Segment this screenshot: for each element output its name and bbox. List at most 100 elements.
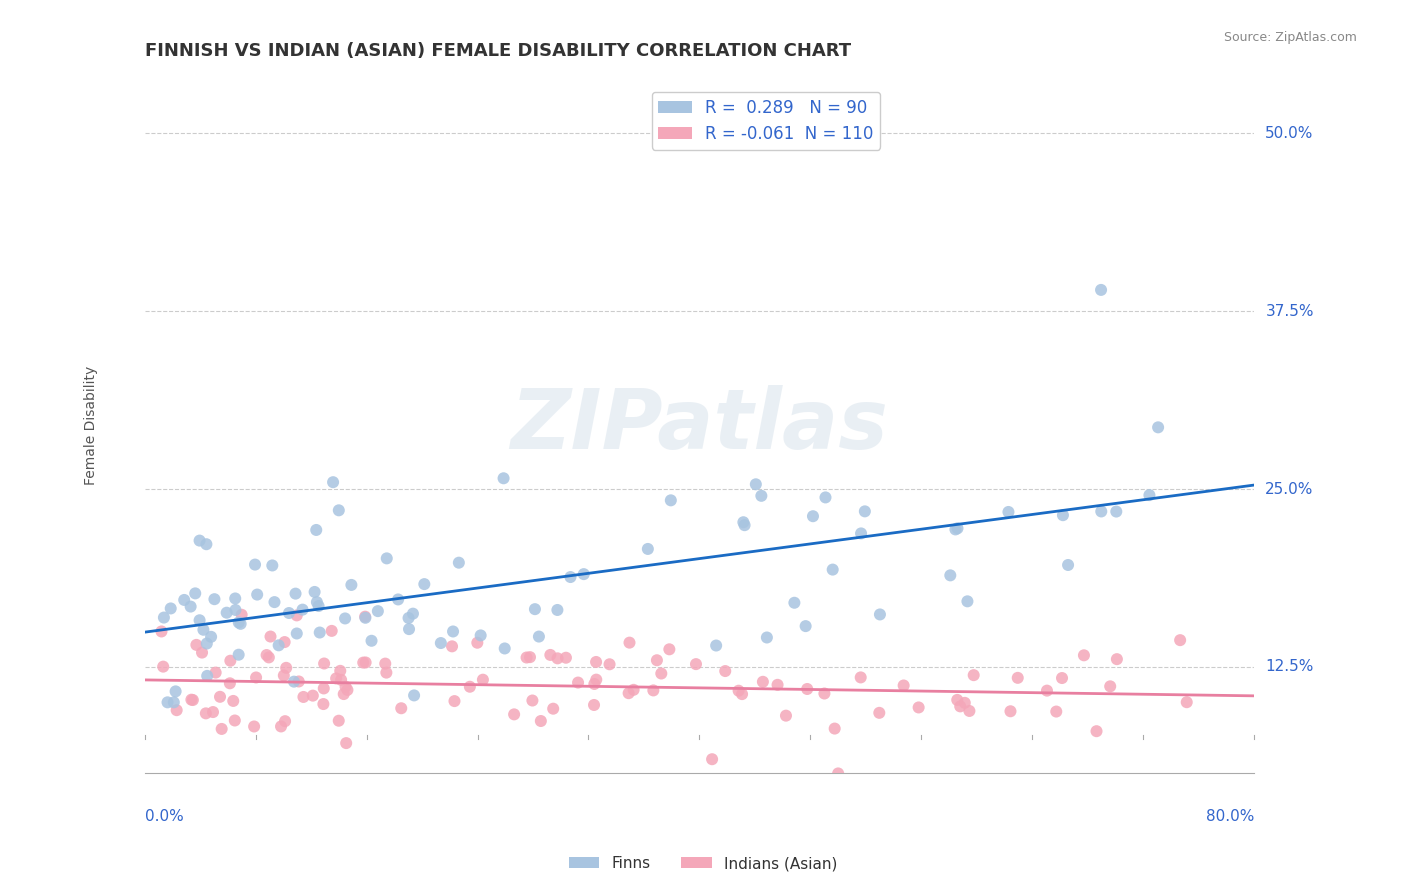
Point bbox=[375, 665, 398, 680]
Point bbox=[1085, 724, 1108, 739]
Point bbox=[312, 681, 335, 696]
Point bbox=[796, 681, 818, 696]
Text: 37.5%: 37.5% bbox=[1265, 304, 1313, 318]
Point bbox=[301, 689, 323, 703]
Point bbox=[775, 708, 797, 723]
Point bbox=[458, 680, 481, 694]
Point bbox=[441, 640, 464, 654]
Point bbox=[335, 680, 357, 694]
Text: FINNISH VS INDIAN (ASIAN) FEMALE DISABILITY CORRELATION CHART: FINNISH VS INDIAN (ASIAN) FEMALE DISABIL… bbox=[145, 42, 851, 60]
Point bbox=[547, 651, 569, 665]
Point bbox=[328, 714, 350, 728]
Point bbox=[813, 686, 835, 700]
Point bbox=[946, 521, 969, 535]
Point bbox=[198, 776, 221, 790]
Point bbox=[219, 654, 242, 668]
Point bbox=[181, 693, 204, 707]
Point bbox=[523, 602, 546, 616]
Point bbox=[283, 674, 305, 689]
Point bbox=[228, 615, 250, 630]
Point bbox=[229, 616, 252, 631]
Point bbox=[1045, 705, 1067, 719]
Point bbox=[849, 670, 872, 684]
Point bbox=[262, 558, 284, 573]
Point bbox=[156, 695, 179, 709]
Point bbox=[325, 672, 347, 686]
Point bbox=[228, 648, 250, 662]
Point bbox=[195, 669, 218, 683]
Point bbox=[541, 701, 564, 715]
Point bbox=[321, 624, 343, 638]
Point bbox=[150, 624, 173, 639]
Point bbox=[159, 601, 181, 615]
Point bbox=[273, 635, 295, 649]
Point bbox=[956, 594, 979, 608]
Point bbox=[946, 693, 969, 707]
Point bbox=[1139, 488, 1161, 502]
Point bbox=[1105, 504, 1128, 518]
Point bbox=[516, 650, 538, 665]
Point bbox=[801, 509, 824, 524]
Text: 80.0%: 80.0% bbox=[1206, 809, 1254, 824]
Point bbox=[284, 587, 307, 601]
Point bbox=[443, 694, 465, 708]
Text: 12.5%: 12.5% bbox=[1265, 659, 1313, 674]
Point bbox=[704, 639, 727, 653]
Point bbox=[274, 714, 297, 728]
Point bbox=[276, 661, 298, 675]
Point bbox=[340, 578, 363, 592]
Point bbox=[256, 648, 278, 662]
Point bbox=[751, 489, 773, 503]
Point bbox=[1105, 652, 1128, 666]
Point bbox=[314, 657, 336, 671]
Point bbox=[783, 596, 806, 610]
Point bbox=[287, 674, 309, 689]
Point bbox=[367, 604, 389, 618]
Point bbox=[398, 611, 420, 625]
Point bbox=[939, 568, 962, 582]
Point bbox=[231, 607, 253, 622]
Point bbox=[267, 638, 290, 652]
Point bbox=[360, 633, 382, 648]
Point bbox=[519, 650, 541, 665]
Point bbox=[623, 682, 645, 697]
Point bbox=[1073, 648, 1095, 663]
Point bbox=[387, 592, 409, 607]
Point bbox=[273, 668, 295, 682]
Point bbox=[352, 656, 374, 670]
Point bbox=[945, 523, 967, 537]
Point bbox=[259, 630, 281, 644]
Point bbox=[354, 611, 377, 625]
Point bbox=[814, 491, 837, 505]
Point bbox=[733, 515, 755, 529]
Point bbox=[245, 671, 267, 685]
Point bbox=[165, 684, 187, 698]
Point bbox=[659, 493, 682, 508]
Point bbox=[567, 675, 589, 690]
Point bbox=[492, 471, 515, 485]
Point bbox=[215, 606, 238, 620]
Point bbox=[184, 586, 207, 600]
Point bbox=[180, 599, 202, 614]
Point bbox=[222, 694, 245, 708]
Point bbox=[224, 603, 246, 617]
Point bbox=[173, 593, 195, 607]
Point bbox=[585, 655, 607, 669]
Point bbox=[1007, 671, 1029, 685]
Point bbox=[201, 705, 224, 719]
Point bbox=[328, 503, 350, 517]
Legend: R =  0.289   N = 90, R = -0.061  N = 110: R = 0.289 N = 90, R = -0.061 N = 110 bbox=[652, 92, 880, 150]
Point bbox=[546, 603, 568, 617]
Point bbox=[522, 693, 544, 707]
Point bbox=[963, 668, 986, 682]
Point bbox=[257, 650, 280, 665]
Point bbox=[1175, 695, 1198, 709]
Point bbox=[755, 631, 778, 645]
Point bbox=[617, 686, 640, 700]
Point bbox=[619, 635, 641, 649]
Point bbox=[200, 630, 222, 644]
Point bbox=[997, 505, 1019, 519]
Point bbox=[1050, 671, 1073, 685]
Point bbox=[794, 619, 817, 633]
Point bbox=[1052, 508, 1074, 523]
